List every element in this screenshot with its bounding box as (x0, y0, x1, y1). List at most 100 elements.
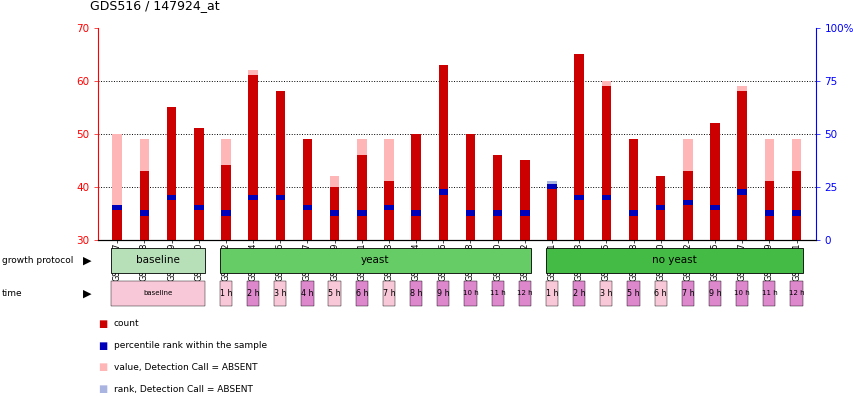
Bar (601, 197, 611, 240)
Bar (791, 139, 800, 240)
Text: baseline: baseline (136, 255, 180, 265)
Bar (574, 139, 583, 240)
Text: 5 h: 5 h (328, 289, 340, 298)
Text: 5 h: 5 h (626, 289, 639, 298)
Bar (710, 205, 719, 210)
FancyBboxPatch shape (219, 248, 531, 273)
Text: 3 h: 3 h (600, 289, 612, 298)
Text: 11 h: 11 h (490, 290, 505, 296)
Bar (574, 194, 583, 200)
Text: 9 h: 9 h (437, 289, 449, 298)
Bar (302, 205, 312, 210)
Text: 1 h: 1 h (219, 289, 232, 298)
Text: GDS516 / 147924_at: GDS516 / 147924_at (90, 0, 219, 12)
Bar (547, 187, 556, 240)
Bar (438, 189, 448, 194)
Bar (655, 205, 664, 210)
Bar (791, 171, 800, 240)
Bar (492, 213, 502, 240)
Text: 8 h: 8 h (409, 289, 422, 298)
Text: no yeast: no yeast (651, 255, 696, 265)
Bar (492, 155, 502, 240)
Bar (140, 139, 149, 240)
Bar (492, 155, 502, 240)
Bar (465, 208, 474, 240)
Text: 10 h: 10 h (462, 290, 478, 296)
Bar (628, 213, 637, 240)
Bar (113, 205, 122, 210)
Bar (710, 139, 719, 240)
FancyBboxPatch shape (219, 281, 232, 306)
Bar (737, 86, 746, 240)
Bar (221, 210, 230, 216)
Bar (519, 208, 529, 240)
Bar (276, 194, 285, 200)
Bar (547, 187, 556, 240)
FancyBboxPatch shape (301, 281, 313, 306)
Bar (248, 70, 258, 240)
Bar (763, 213, 773, 240)
Text: baseline: baseline (143, 290, 172, 296)
Bar (166, 197, 176, 240)
Bar (628, 210, 637, 216)
Bar (302, 139, 312, 240)
FancyBboxPatch shape (572, 281, 584, 306)
Bar (140, 171, 149, 240)
Text: 7 h: 7 h (382, 289, 395, 298)
FancyBboxPatch shape (382, 281, 395, 306)
Text: count: count (113, 320, 139, 328)
FancyBboxPatch shape (518, 281, 531, 306)
Bar (384, 139, 393, 240)
FancyBboxPatch shape (735, 281, 747, 306)
Text: 10 h: 10 h (734, 290, 749, 296)
Bar (194, 139, 203, 240)
Bar (465, 133, 474, 240)
Bar (655, 202, 664, 240)
Bar (194, 205, 203, 210)
Bar (574, 192, 583, 240)
Text: ■: ■ (98, 319, 107, 329)
Bar (601, 81, 611, 240)
Text: 11 h: 11 h (761, 290, 776, 296)
Text: yeast: yeast (361, 255, 389, 265)
Bar (194, 213, 203, 240)
Text: 6 h: 6 h (653, 289, 666, 298)
FancyBboxPatch shape (328, 281, 340, 306)
Bar (140, 202, 149, 240)
FancyBboxPatch shape (274, 281, 286, 306)
Bar (737, 187, 746, 240)
Text: ▶: ▶ (83, 255, 91, 265)
Bar (221, 192, 230, 240)
Bar (248, 194, 258, 200)
Bar (357, 213, 366, 240)
Bar (248, 75, 258, 240)
FancyBboxPatch shape (545, 248, 802, 273)
Bar (519, 210, 529, 216)
Bar (357, 210, 366, 216)
FancyBboxPatch shape (355, 281, 368, 306)
Bar (763, 139, 773, 240)
FancyBboxPatch shape (708, 281, 720, 306)
Bar (221, 139, 230, 240)
Bar (113, 133, 122, 240)
Bar (682, 202, 692, 240)
Bar (791, 210, 800, 216)
FancyBboxPatch shape (247, 281, 259, 306)
Bar (357, 139, 366, 240)
Bar (329, 208, 339, 240)
FancyBboxPatch shape (627, 281, 639, 306)
Bar (276, 197, 285, 240)
Text: 12 h: 12 h (788, 290, 804, 296)
Bar (791, 213, 800, 240)
Text: percentile rank within the sample: percentile rank within the sample (113, 341, 266, 350)
Bar (276, 91, 285, 240)
Bar (302, 218, 312, 240)
Bar (465, 150, 474, 240)
Bar (763, 181, 773, 240)
Bar (547, 184, 556, 189)
Text: time: time (2, 289, 22, 298)
Bar (384, 181, 393, 240)
Text: ■: ■ (98, 341, 107, 351)
FancyBboxPatch shape (111, 281, 205, 306)
Bar (302, 176, 312, 240)
